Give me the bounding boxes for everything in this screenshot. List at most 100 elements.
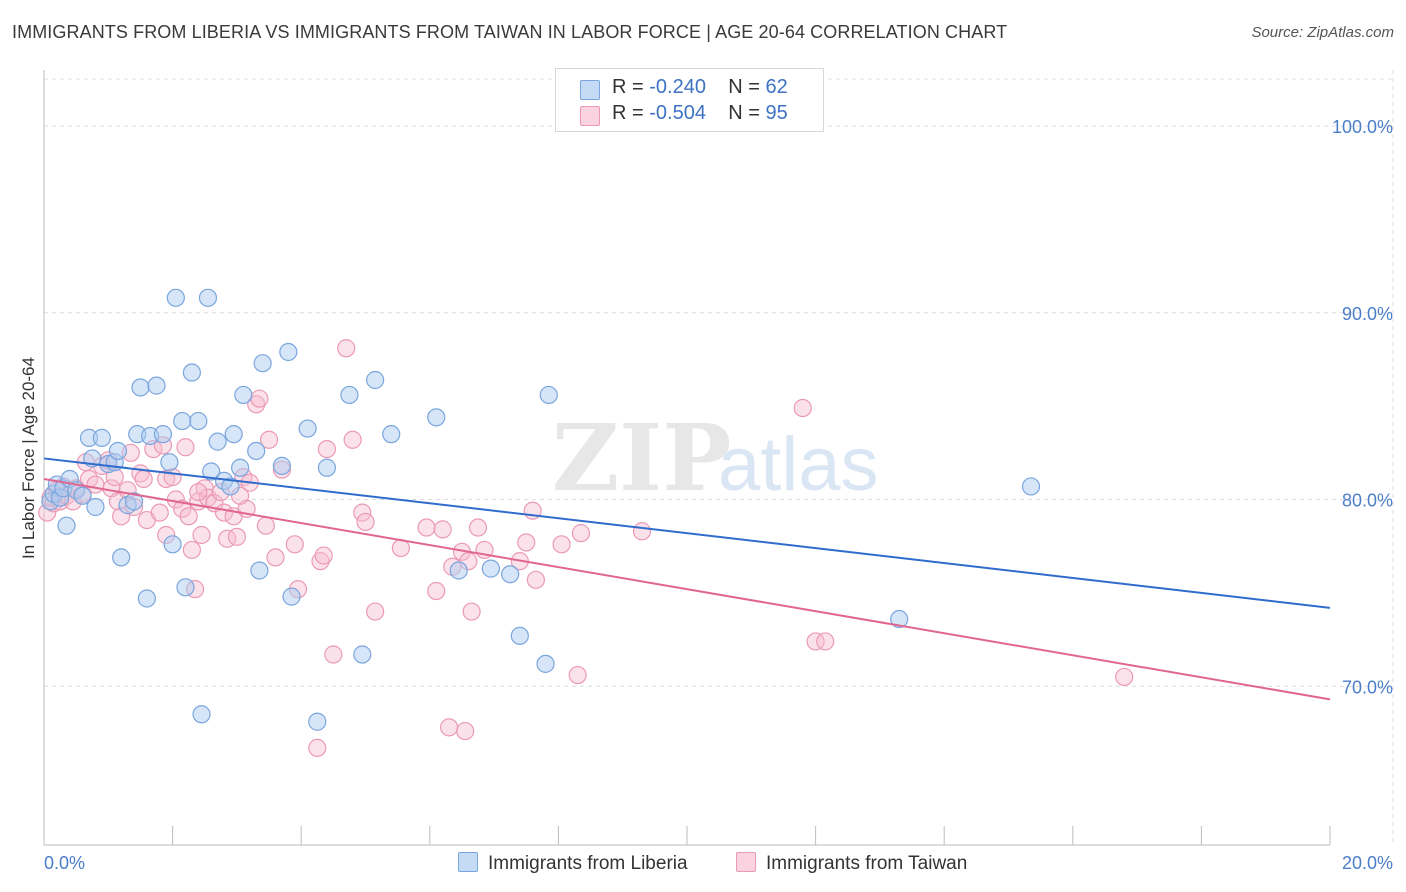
taiwan-point xyxy=(806,632,825,651)
taiwan-point xyxy=(179,507,198,526)
liberia-point xyxy=(353,645,372,664)
liberia-point xyxy=(298,419,317,438)
liberia-point xyxy=(510,626,529,645)
n-label: N = xyxy=(728,76,760,98)
taiwan-point xyxy=(311,552,330,571)
taiwan-r-value: -0.504 xyxy=(649,102,706,124)
chart-title: IMMIGRANTS FROM LIBERIA VS IMMIGRANTS FR… xyxy=(12,22,1008,42)
y-tick-label: 70.0% xyxy=(1342,677,1393,697)
taiwan-point xyxy=(571,524,591,543)
taiwan-point xyxy=(173,499,192,518)
liberia-point xyxy=(108,441,128,461)
watermark: ZIP atlas xyxy=(552,404,879,512)
taiwan-point xyxy=(526,570,545,589)
bottom-legend-taiwan: Immigrants from Taiwan xyxy=(736,852,967,875)
correlation-legend: R = -0.240 N = 62 R = -0.504 N = 95 xyxy=(555,68,824,132)
liberia-point xyxy=(272,456,292,476)
liberia-point xyxy=(92,428,111,447)
watermark-zip: ZIP xyxy=(552,404,731,512)
liberia-point xyxy=(250,561,269,580)
liberia-point xyxy=(253,354,272,373)
liberia-point xyxy=(247,441,266,461)
liberia-point xyxy=(340,385,359,405)
taiwan-point xyxy=(517,533,536,552)
watermark-atlas: atlas xyxy=(718,422,879,507)
liberia-point xyxy=(224,425,243,444)
y-axis-label: In Labor Force | Age 20-64 xyxy=(19,357,38,559)
taiwan-point xyxy=(150,503,169,522)
axes xyxy=(43,70,1331,846)
liberia-point xyxy=(536,654,555,673)
liberia-point xyxy=(539,385,558,405)
r-label: R = xyxy=(612,76,644,98)
liberia-point xyxy=(501,565,520,584)
taiwan-point xyxy=(439,718,459,737)
liberia-n-value: 62 xyxy=(765,76,788,98)
taiwan-point xyxy=(456,721,475,741)
liberia-points xyxy=(41,288,1041,731)
liberia-point xyxy=(198,288,218,307)
liberia-point xyxy=(176,578,195,597)
liberia-point xyxy=(112,548,131,567)
y-tick-label: 100.0% xyxy=(1332,117,1393,137)
taiwan-point xyxy=(324,645,343,664)
liberia-point xyxy=(160,453,179,472)
liberia-point xyxy=(308,712,327,731)
liberia-point xyxy=(208,432,227,451)
taiwan-point xyxy=(343,430,362,449)
taiwan-point xyxy=(285,535,304,554)
taiwan-point xyxy=(134,469,153,489)
taiwan-point xyxy=(632,522,652,541)
bottom-legend-liberia: Immigrants from Liberia xyxy=(458,852,688,875)
liberia-point xyxy=(57,516,76,535)
liberia-point xyxy=(73,486,92,505)
liberia-point xyxy=(147,376,166,395)
liberia-point xyxy=(317,458,337,477)
taiwan-point xyxy=(250,389,269,408)
taiwan-point xyxy=(462,602,481,621)
taiwan-point xyxy=(568,665,587,685)
liberia-point xyxy=(86,497,105,517)
taiwan-point xyxy=(256,516,275,535)
x-tick-label: 0.0% xyxy=(44,853,85,873)
taiwan-point xyxy=(1115,667,1134,687)
liberia-point xyxy=(182,363,201,382)
liberia-r-value: -0.240 xyxy=(649,76,706,98)
taiwan-point xyxy=(366,602,385,621)
taiwan-point xyxy=(468,518,488,537)
taiwan-point xyxy=(308,738,327,757)
liberia-swatch xyxy=(580,80,600,100)
taiwan-point xyxy=(816,632,835,651)
taiwan-point xyxy=(163,468,182,487)
liberia-point xyxy=(166,288,185,307)
taiwan-point xyxy=(433,520,452,539)
taiwan-point xyxy=(552,535,571,554)
n-label: N = xyxy=(728,102,760,124)
liberia-point xyxy=(382,425,401,444)
taiwan-point xyxy=(337,339,356,358)
taiwan-points xyxy=(38,339,1134,757)
bottom-legend-taiwan-label: Immigrants from Taiwan xyxy=(766,853,968,874)
taiwan-point xyxy=(227,527,246,546)
taiwan-point xyxy=(192,525,211,545)
liberia-point xyxy=(173,411,192,431)
liberia-point xyxy=(279,342,298,362)
trend-lines xyxy=(43,457,1331,701)
liberia-point xyxy=(189,411,208,431)
liberia-trend-line xyxy=(43,457,1331,609)
taiwan-point xyxy=(317,439,337,459)
liberia-point xyxy=(131,378,150,397)
r-label: R = xyxy=(612,102,644,124)
taiwan-trend-line xyxy=(43,477,1331,701)
source-label: Source: ZipAtlas.com xyxy=(1251,24,1394,41)
bottom-legend-liberia-label: Immigrants from Liberia xyxy=(488,853,688,874)
liberia-point xyxy=(137,589,156,608)
taiwan-point xyxy=(247,395,266,414)
taiwan-point xyxy=(189,482,208,502)
liberia-point xyxy=(192,705,211,724)
taiwan-point xyxy=(427,581,446,601)
liberia-point xyxy=(282,587,301,606)
tick-labels: 70.0% 80.0% 90.0% 100.0% 0.0% 20.0% xyxy=(44,117,1393,873)
y-tick-label: 90.0% xyxy=(1342,304,1393,324)
